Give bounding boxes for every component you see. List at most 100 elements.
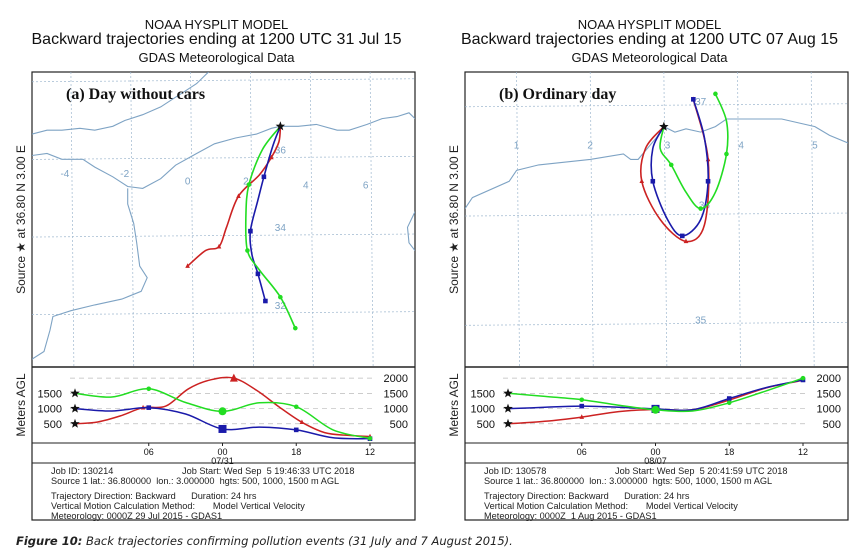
grid-meridian	[589, 72, 594, 367]
time-tick-label: 12	[365, 447, 375, 457]
panel-b: NOAA HYSPLIT MODEL Backward trajectories…	[433, 0, 866, 530]
date-label: 08/07	[644, 456, 667, 466]
grid-label: 1	[514, 140, 520, 151]
grid-parallel	[465, 103, 848, 108]
triangle-marker	[269, 154, 274, 160]
height-start-star-icon	[70, 403, 80, 413]
height-tick-right: 1000	[817, 404, 841, 416]
circle-marker	[698, 206, 703, 211]
time-tick-label: 00	[217, 447, 227, 457]
time-tick-label: 06	[144, 447, 154, 457]
triangle-marker	[579, 414, 585, 419]
grid-label: 2	[243, 177, 249, 188]
time-tick-label: 00	[650, 447, 660, 457]
time-tick-label: 12	[798, 447, 808, 457]
grid-meridian	[663, 72, 668, 367]
height-tick-left: 1000	[38, 404, 62, 416]
square-marker	[263, 298, 268, 304]
source-star-icon	[659, 121, 669, 131]
trajectory-title: Backward trajectories ending at 1200 UTC…	[460, 31, 839, 48]
source-star-icon	[275, 121, 286, 131]
met-data-title: GDAS Meteorological Data	[138, 50, 295, 65]
trajectory-line-1000	[650, 99, 710, 237]
triangle-marker	[683, 238, 689, 244]
hysplit-chart-a: Source ★ at 36.80 N 3.00 E Meters AGL 38 36…	[14, 71, 416, 521]
square-marker	[255, 271, 261, 277]
panel-overlay-label: (a) Day without cars	[66, 86, 205, 103]
time-tick-label: 06	[577, 447, 587, 457]
trajectory-title: Backward trajectories ending at 1200 UTC…	[31, 31, 402, 48]
direction-info: Trajectory Direction: Backward Duration:…	[484, 491, 690, 501]
grid-meridian	[250, 72, 254, 367]
trajectory-line-500	[187, 126, 282, 267]
panel-overlay-label: (b) Ordinary day	[499, 86, 616, 103]
grid-label: 35	[695, 315, 707, 326]
height-line-500	[507, 379, 804, 425]
grid-label: 5	[812, 140, 818, 151]
height-axis-label: Meters AGL	[14, 373, 28, 437]
circle-marker	[579, 397, 585, 403]
circle-marker	[724, 151, 729, 157]
grid-label: 37	[695, 97, 707, 108]
circle-marker	[668, 162, 674, 168]
square-marker	[579, 403, 585, 409]
grid-label: 4	[303, 180, 309, 191]
square-marker	[248, 228, 253, 234]
height-tick-left: 1000	[471, 404, 495, 416]
job-id: Job ID: 130578	[484, 466, 547, 476]
circle-marker	[218, 407, 227, 416]
grid-label: 2	[587, 140, 593, 151]
circle-marker	[146, 386, 152, 392]
height-line-500	[74, 376, 371, 438]
direction-info: Trajectory Direction: Backward Duration:…	[51, 491, 257, 501]
height-start-star-icon	[503, 388, 513, 398]
triangle-marker	[236, 193, 241, 199]
grid-parallel	[32, 78, 415, 83]
outer-frame	[31, 71, 416, 521]
triangle-marker	[185, 263, 190, 268]
square-marker	[146, 405, 152, 410]
triangle-marker	[229, 373, 238, 382]
height-start-star-icon	[503, 403, 513, 413]
coastline	[32, 72, 209, 135]
model-title: NOAA HYSPLIT MODEL	[577, 17, 722, 32]
meteorology-info: Meteorology: 0000Z 29 Jul 2015 - GDAS1	[51, 511, 223, 521]
height-tick-right: 1500	[384, 388, 408, 400]
grid-label: 32	[275, 301, 287, 312]
height-tick-right: 2000	[384, 373, 408, 385]
grid-meridian	[369, 72, 374, 367]
grid-label: 3	[665, 140, 671, 151]
square-marker	[650, 178, 656, 184]
grid-meridian	[70, 72, 75, 367]
grid-label: 0	[185, 177, 191, 188]
date-label: 07/31	[211, 456, 234, 466]
grid-meridian	[190, 72, 194, 367]
outer-frame	[464, 71, 849, 521]
height-tick-left: 1500	[38, 388, 62, 400]
triangle-marker	[639, 178, 645, 184]
vertical-motion-info: Vertical Motion Calculation Method: Mode…	[484, 501, 738, 511]
circle-marker	[245, 248, 250, 253]
grid-meridian	[130, 72, 135, 367]
square-marker	[691, 97, 696, 102]
met-data-title: GDAS Meteorological Data	[571, 50, 728, 65]
coastline	[32, 188, 148, 360]
panel-a: NOAA HYSPLIT MODEL Backward trajectories…	[0, 0, 433, 530]
square-marker	[679, 233, 685, 239]
meteorology-info: Meteorology: 0000Z 1 Aug 2015 - GDAS1	[484, 511, 657, 521]
height-tick-right: 500	[823, 419, 841, 431]
height-tick-right: 2000	[817, 373, 841, 385]
chart-root: Source ★ at 36.80 N 3.00 E Meters AGL 38 36…	[14, 71, 416, 521]
circle-marker	[293, 404, 299, 410]
model-title: NOAA HYSPLIT MODEL	[144, 17, 289, 32]
grid-label: 6	[363, 180, 369, 191]
circle-marker	[246, 182, 252, 187]
square-marker	[261, 174, 267, 180]
source-side-label: Source ★ at 36.80 N 3.00 E	[447, 145, 461, 294]
figure-caption: Figure 10: Back trajectories confirming …	[16, 534, 513, 548]
height-tick-left: 1500	[471, 388, 495, 400]
source-side-label: Source ★ at 36.80 N 3.00 E	[14, 145, 28, 294]
